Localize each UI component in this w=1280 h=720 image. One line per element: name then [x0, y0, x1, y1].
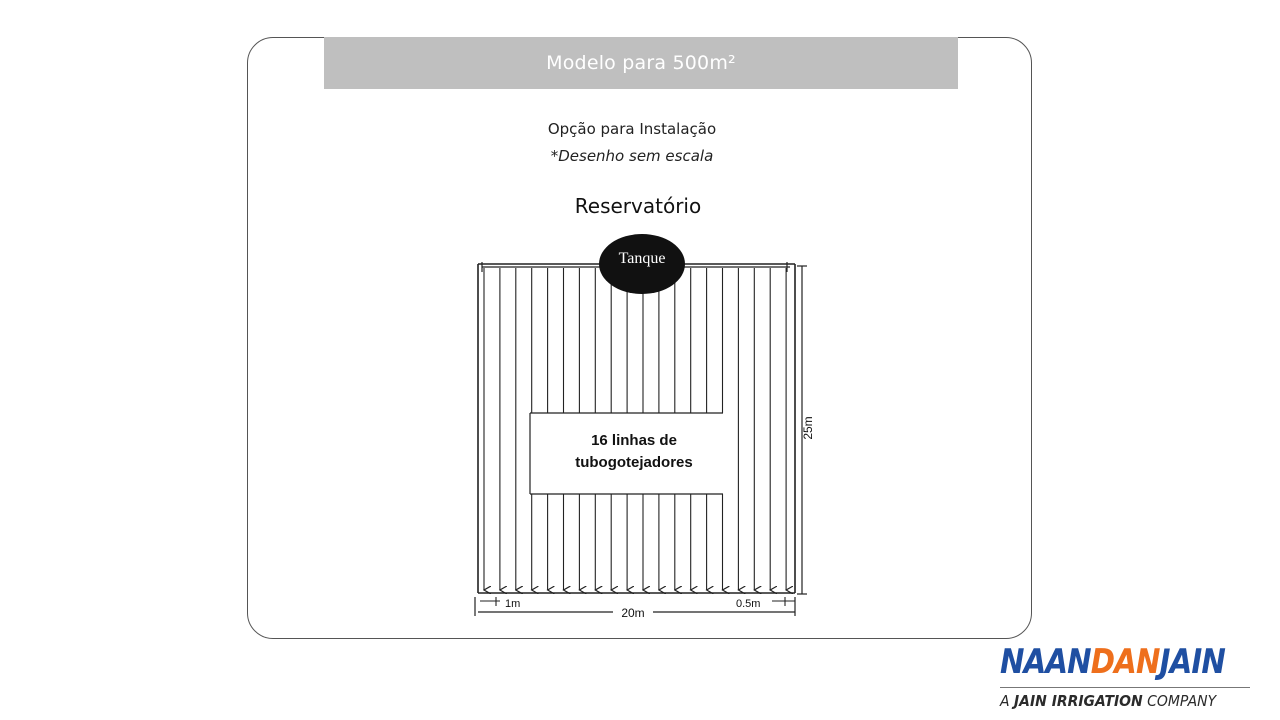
tank-ellipse — [599, 234, 685, 294]
logo-word-naan: NAAN — [1000, 642, 1092, 682]
logo-wordmark: NAANDANJAIN — [1000, 642, 1226, 682]
logo-tagline-suffix: COMPANY — [1142, 692, 1217, 710]
logo-divider — [1000, 687, 1250, 688]
dim-width-label: 20m — [621, 606, 644, 620]
logo-tagline: A JAIN IRRIGATION COMPANY — [1000, 692, 1216, 710]
slide-title-bar: Modelo para 500m² — [324, 37, 958, 89]
logo-tagline-prefix: A — [1000, 692, 1014, 710]
dim-right-spacing-label: 0.5m — [736, 598, 760, 610]
center-label-box — [530, 413, 723, 494]
reservoir-label: Reservatório — [574, 194, 702, 218]
slide-title: Modelo para 500m² — [546, 52, 736, 74]
center-label-line1: 16 linhas de — [591, 432, 677, 449]
logo-tagline-bold: JAIN IRRIGATION — [1013, 692, 1143, 710]
center-label-line2: tubogotejadores — [575, 454, 693, 471]
drip-lines-group — [484, 268, 786, 590]
installation-subtitle: Opção para Instalação — [547, 120, 717, 138]
tank-label: Tanque — [619, 250, 666, 267]
dim-left-spacing-label: 1m — [505, 598, 520, 610]
dim-width-label-bg — [613, 603, 653, 619]
logo-word-jain: JAIN — [1159, 642, 1226, 682]
dim-height-label: 25m — [801, 416, 815, 439]
scale-note: *Desenho sem escala — [550, 147, 714, 165]
naandanjain-logo: NAANDANJAIN A JAIN IRRIGATION COMPANY — [1000, 642, 1260, 712]
logo-word-dan: DAN — [1090, 642, 1161, 682]
